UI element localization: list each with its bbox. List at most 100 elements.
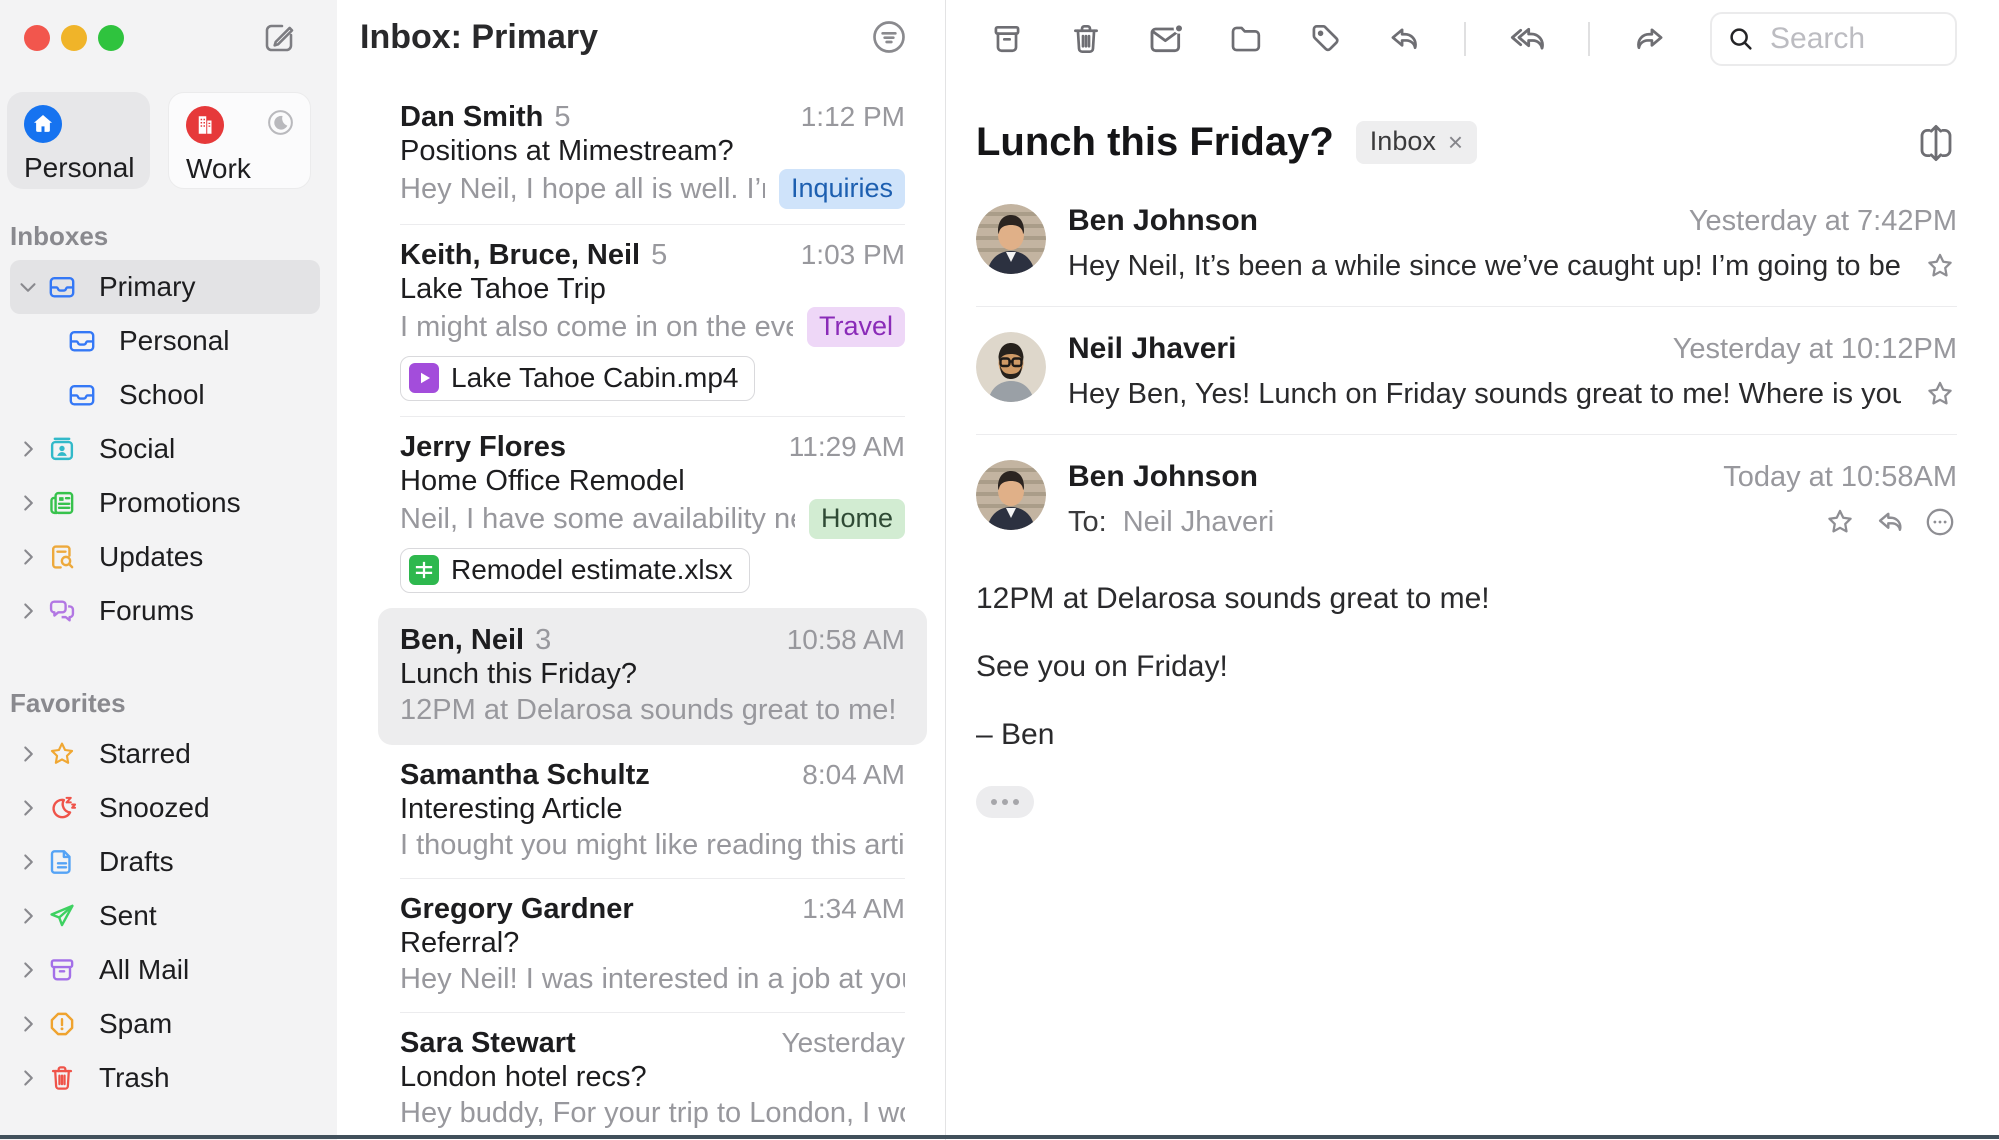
star-icon xyxy=(50,742,74,764)
reply-all-button[interactable] xyxy=(1507,19,1547,59)
message-thread: Ben Johnson Yesterday at 7:42PM Hey Neil… xyxy=(976,179,1957,562)
forward-icon xyxy=(1637,28,1663,50)
toolbar xyxy=(946,0,1999,78)
chevron-down-icon xyxy=(20,283,36,292)
email-snippet: Hey Neil! I was interested in a job at y… xyxy=(400,963,905,995)
filter-icon xyxy=(873,21,905,53)
star-button[interactable] xyxy=(1923,377,1957,411)
sidebar-item-starred[interactable]: Starred xyxy=(10,727,337,781)
filter-button[interactable] xyxy=(869,17,909,57)
email-list-item-keith-bruce-neil[interactable]: Keith, Bruce, Neil 5 1:03 PM Lake Tahoe Tr… xyxy=(400,225,905,417)
email-list-item-jerry-flores[interactable]: Jerry Flores 11:29 AM Home Office Remodel… xyxy=(400,417,905,608)
attachment-chip[interactable]: Lake Tahoe Cabin.mp4 xyxy=(400,356,756,401)
sidebar-item-all-mail[interactable]: All Mail xyxy=(10,943,337,997)
sidebar-item-forums[interactable]: Forums xyxy=(10,584,337,638)
message-collapsed-ben-1[interactable]: Ben Johnson Yesterday at 7:42PM Hey Neil… xyxy=(976,179,1957,307)
sidebar-item-primary[interactable]: Primary xyxy=(10,260,320,314)
sidebar-item-updates[interactable]: Updates xyxy=(10,530,337,584)
email-subject: London hotel recs? xyxy=(400,1061,647,1093)
minimize-window-button[interactable] xyxy=(61,25,87,51)
email-subject: Lake Tahoe Trip xyxy=(400,273,606,305)
label-chip[interactable]: Home xyxy=(808,499,905,539)
delete-button[interactable] xyxy=(1067,20,1105,58)
account-tab-work[interactable]: Work xyxy=(168,92,311,189)
toolbar-divider xyxy=(1464,22,1466,56)
sidebar-item-label: Promotions xyxy=(99,487,241,518)
compose-button[interactable] xyxy=(261,20,297,56)
remove-label-icon[interactable]: × xyxy=(1447,126,1464,157)
archive-icon xyxy=(994,25,1020,53)
chevron-right-icon xyxy=(24,746,33,762)
search-field[interactable] xyxy=(1710,12,1957,66)
video-attachment-icon xyxy=(409,363,439,393)
building-icon xyxy=(186,106,224,144)
inbox-label-chip[interactable]: Inbox × xyxy=(1355,121,1478,164)
email-time: 1:03 PM xyxy=(800,239,905,270)
sidebar-item-snoozed[interactable]: Snoozed xyxy=(10,781,337,835)
spam-octagon-icon xyxy=(50,1012,74,1036)
chevron-right-icon xyxy=(24,603,33,619)
avatar-neil-jhaveri xyxy=(976,332,1046,402)
label-chip[interactable]: Travel xyxy=(806,307,905,347)
message-sender: Neil Jhaveri xyxy=(1068,332,1237,365)
archive-button[interactable] xyxy=(988,20,1026,58)
message-expanded-ben-2: Ben Johnson Today at 10:58AM To: Neil Jh… xyxy=(976,435,1957,562)
email-subject: Home Office Remodel xyxy=(400,465,685,497)
move-to-folder-button[interactable] xyxy=(1227,20,1265,58)
mark-unread-button[interactable] xyxy=(1146,19,1186,59)
email-snippet: 12PM at Delarosa sounds great to me! Se… xyxy=(400,694,905,726)
chat-bubbles-icon xyxy=(49,600,75,622)
message-summary: Ben Johnson Yesterday at 7:42PM Hey Neil… xyxy=(1068,204,1957,283)
thread-header: Lunch this Friday? Inbox × xyxy=(976,120,1957,165)
avatar-ben-johnson xyxy=(976,204,1046,274)
chevron-right-icon xyxy=(24,1070,33,1086)
email-subject: Interesting Article xyxy=(400,793,623,825)
email-list-item-ben-neil-selected[interactable]: Ben, Neil 3 10:58 AM Lunch this Friday? 12… xyxy=(378,608,927,745)
email-list-item-dan-smith[interactable]: Dan Smith 5 1:12 PM Positions at Mimestrea… xyxy=(400,87,905,225)
label-button[interactable] xyxy=(1306,20,1344,58)
attachment-chip[interactable]: Remodel estimate.xlsx xyxy=(400,548,750,593)
to-recipient[interactable]: Neil Jhaveri xyxy=(1122,505,1275,538)
email-snippet: Hey buddy, For your trip to London, I wo… xyxy=(400,1097,905,1129)
reply-button[interactable] xyxy=(1385,20,1423,58)
sidebar-item-label: Social xyxy=(99,433,176,464)
sidebar-item-promotions[interactable]: Promotions xyxy=(10,476,337,530)
sidebar-item-label: Forums xyxy=(99,595,194,626)
search-icon xyxy=(1730,28,1752,50)
email-list-item-gregory-gardner[interactable]: Gregory Gardner 1:34 AM Referral? Hey Nei… xyxy=(400,879,905,1013)
zoom-window-button[interactable] xyxy=(98,25,124,51)
email-list-item-sara-stewart[interactable]: Sara Stewart Yesterday London hotel recs?… xyxy=(400,1013,905,1140)
muted-moon-icon xyxy=(265,107,296,138)
account-tab-personal[interactable]: Personal xyxy=(7,92,150,189)
label-chip[interactable]: Inquiries xyxy=(778,169,905,209)
expand-collapse-button[interactable] xyxy=(1915,122,1957,164)
attachment-name: Lake Tahoe Cabin.mp4 xyxy=(451,362,739,393)
document-search-icon xyxy=(52,545,74,569)
more-actions-button[interactable] xyxy=(1923,505,1957,539)
toolbar-divider xyxy=(1588,22,1590,56)
star-button[interactable] xyxy=(1823,505,1857,539)
search-input[interactable] xyxy=(1768,21,1941,57)
reply-button[interactable] xyxy=(1873,505,1907,539)
sidebar-item-social[interactable]: Social xyxy=(10,422,337,476)
email-list-item-samantha-schultz[interactable]: Samantha Schultz 8:04 AM Interesting Arti… xyxy=(400,745,905,879)
reading-pane: Lunch this Friday? Inbox × xyxy=(945,0,1999,1140)
sidebar-item-sent[interactable]: Sent xyxy=(10,889,337,943)
contact-card-icon xyxy=(50,437,74,461)
star-button[interactable] xyxy=(1923,249,1957,283)
reply-all-icon xyxy=(1510,27,1544,50)
email-time: 1:12 PM xyxy=(800,101,905,132)
message-collapsed-neil[interactable]: Neil Jhaveri Yesterday at 10:12PM Hey Be… xyxy=(976,307,1957,435)
forward-button[interactable] xyxy=(1631,20,1669,58)
thread-count: 5 xyxy=(651,239,668,271)
close-window-button[interactable] xyxy=(24,25,50,51)
show-trimmed-content-button[interactable] xyxy=(976,786,1034,818)
sidebar-item-personal-inbox[interactable]: Personal xyxy=(10,314,337,368)
sidebar-item-spam[interactable]: Spam xyxy=(10,997,337,1051)
sidebar-item-trash[interactable]: Trash xyxy=(10,1051,337,1105)
chevron-right-icon xyxy=(24,800,33,816)
sidebar-item-school-inbox[interactable]: School xyxy=(10,368,337,422)
sidebar-item-drafts[interactable]: Drafts xyxy=(10,835,337,889)
archive-box-icon xyxy=(50,959,74,981)
